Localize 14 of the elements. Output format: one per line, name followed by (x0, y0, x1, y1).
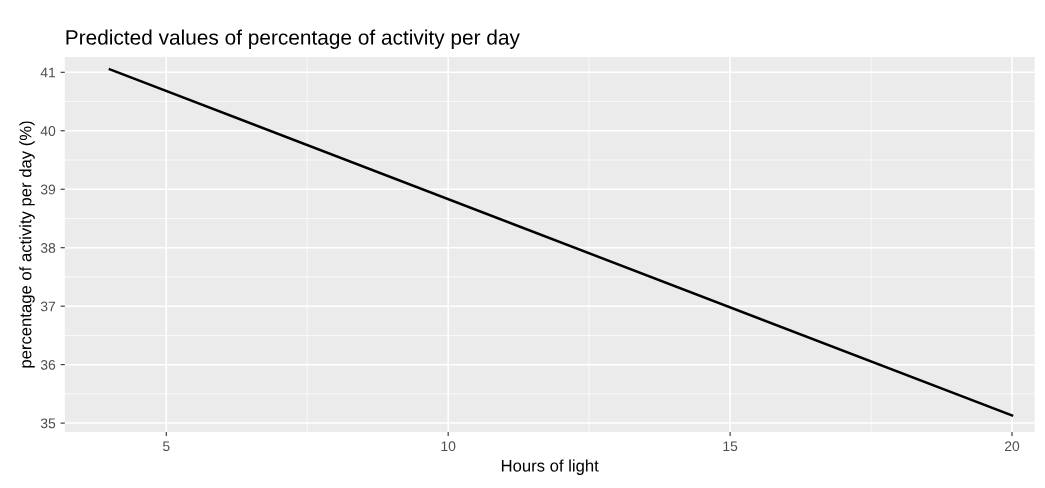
y-tick-label: 37 (40, 301, 56, 312)
y-tick-label: 41 (40, 67, 56, 78)
x-tick-label: 5 (162, 441, 170, 452)
x-tick-label: 20 (1004, 441, 1020, 452)
x-axis-title: Hours of light (501, 459, 599, 475)
y-tick-label: 35 (40, 418, 56, 429)
x-tick-label: 15 (723, 441, 738, 452)
y-tick-label: 38 (40, 243, 56, 253)
x-tick-label: 10 (441, 441, 456, 452)
y-tick-label: 40 (40, 126, 56, 136)
y-tick-label: 39 (40, 184, 56, 195)
chart-title: Predicted values of percentage of activity per day (66, 29, 520, 49)
y-tick-label: 36 (40, 359, 56, 370)
y-axis-title: percentage of activity per day (%) (19, 121, 35, 368)
